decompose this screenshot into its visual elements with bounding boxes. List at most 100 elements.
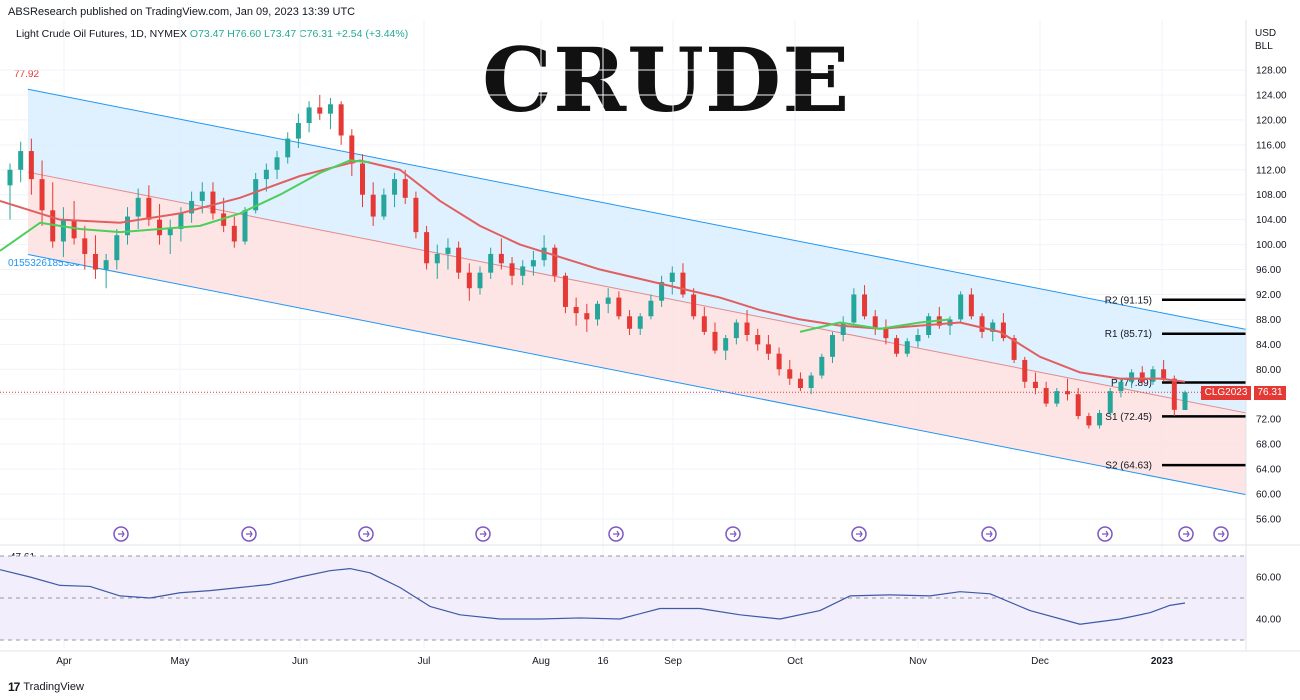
candle-body: [221, 213, 227, 226]
price-tick-label: 92.00: [1256, 290, 1281, 301]
candle-body: [157, 219, 163, 236]
event-arrow: [480, 530, 487, 538]
candle-body: [733, 322, 739, 339]
candle-body: [1150, 369, 1156, 382]
channel-label: 0155326185339: [8, 258, 81, 269]
candle-body: [1065, 391, 1070, 395]
candle-body: [968, 294, 974, 317]
event-arrow: [363, 530, 370, 538]
price-tick-label: 120.00: [1256, 115, 1287, 126]
candle-body: [904, 341, 910, 354]
candle-body: [1022, 359, 1028, 382]
event-marker-icon[interactable]: [981, 526, 997, 542]
candle-body: [627, 316, 633, 329]
tradingview-watermark[interactable]: 17 TradingView: [8, 680, 84, 694]
candle-body: [797, 378, 803, 388]
price-tick-label: 84.00: [1256, 340, 1281, 351]
symbol-badge: CLG2023: [1201, 386, 1251, 400]
candle-body: [498, 253, 504, 264]
candle-body: [456, 247, 462, 273]
candle-body: [135, 197, 141, 217]
high-label: 77.92: [14, 69, 40, 80]
candle-body: [840, 322, 846, 335]
candle-body: [712, 331, 718, 351]
price-tick-label: 128.00: [1256, 66, 1287, 77]
candle-body: [1097, 412, 1103, 426]
pivot-label: R1 (85.71): [1105, 329, 1152, 340]
price-tick-label: 124.00: [1256, 90, 1287, 101]
event-marker-icon[interactable]: [241, 526, 257, 542]
candle-body: [445, 247, 451, 254]
event-arrow: [1183, 530, 1190, 538]
candle-body: [285, 138, 291, 158]
candle-body: [990, 322, 996, 332]
pivot-label: R2 (91.15): [1105, 295, 1152, 306]
candle-body: [92, 253, 98, 270]
publisher-text: ABSResearch published on TradingView.com…: [8, 6, 356, 18]
candle-body: [1032, 381, 1038, 388]
candle-body: [402, 179, 408, 198]
event-marker-icon[interactable]: [1213, 526, 1229, 542]
candle-body: [862, 294, 868, 317]
candle-body: [1118, 381, 1124, 392]
channel-upper-line: [27, 88, 1247, 330]
candle-body: [787, 369, 793, 379]
candle-body: [28, 151, 34, 180]
candle-body: [231, 225, 237, 242]
candle-body: [82, 238, 88, 254]
ma-green-line: [0, 159, 371, 252]
candle-body: [776, 353, 782, 370]
channel-middle-line: [27, 171, 1247, 414]
time-tick-label: Jul: [418, 656, 431, 667]
event-marker-icon[interactable]: [1178, 526, 1194, 542]
candle-body: [1054, 391, 1060, 404]
candle-body: [520, 266, 526, 276]
candle-body: [103, 260, 109, 270]
candle-body: [392, 179, 398, 195]
last-price-badge: 76.31: [1254, 386, 1286, 400]
ohlc-values: O73.47 H76.60 L73.47 C76.31 +2.54 (+3.44…: [189, 28, 409, 40]
candle-body: [541, 247, 547, 261]
candle-body: [648, 300, 654, 317]
rsi-line: [0, 567, 1186, 625]
time-tick-label: Jun: [292, 656, 308, 667]
price-tick-label: 112.00: [1256, 165, 1286, 176]
price-tick-label: 108.00: [1256, 190, 1287, 201]
candle-body: [1000, 322, 1006, 339]
price-tick-label: 60.00: [1256, 490, 1281, 501]
price-tick-label: 96.00: [1256, 265, 1281, 276]
time-tick-label: May: [171, 656, 190, 667]
event-marker-icon[interactable]: [608, 526, 624, 542]
candle-body: [1075, 394, 1081, 417]
currency-unit: USD: [1255, 28, 1277, 39]
event-marker-icon[interactable]: [851, 526, 867, 542]
symbol-description: Light Crude Oil Futures, 1D, NYMEX O73.4…: [16, 28, 408, 40]
candle-body: [338, 104, 344, 136]
candle-body: [466, 272, 472, 289]
candle-body: [915, 335, 921, 342]
candle-body: [637, 316, 643, 329]
pivot-label: S1 (72.45): [1105, 412, 1152, 423]
ma-red-line: [0, 159, 1186, 383]
event-arrow: [118, 530, 125, 538]
candle-body: [552, 247, 558, 276]
candle-body: [1011, 338, 1017, 360]
channel-lower-line: [27, 253, 1247, 496]
candle-body: [755, 335, 761, 345]
candle-body: [146, 197, 152, 220]
candle-body: [595, 303, 600, 320]
event-marker-icon[interactable]: [113, 526, 129, 542]
candle-body: [60, 219, 66, 242]
time-tick-label: Apr: [56, 656, 72, 667]
event-marker-icon[interactable]: [1097, 526, 1113, 542]
candle-body: [530, 260, 536, 267]
candle-body: [819, 356, 825, 376]
candle-body: [7, 169, 13, 186]
event-marker-icon[interactable]: [358, 526, 374, 542]
pivot-label: S2 (64.63): [1105, 461, 1152, 472]
event-marker-icon[interactable]: [475, 526, 491, 542]
channel-lower-fill: [28, 172, 1246, 495]
event-marker-icon[interactable]: [725, 526, 741, 542]
candle-body: [114, 235, 120, 261]
